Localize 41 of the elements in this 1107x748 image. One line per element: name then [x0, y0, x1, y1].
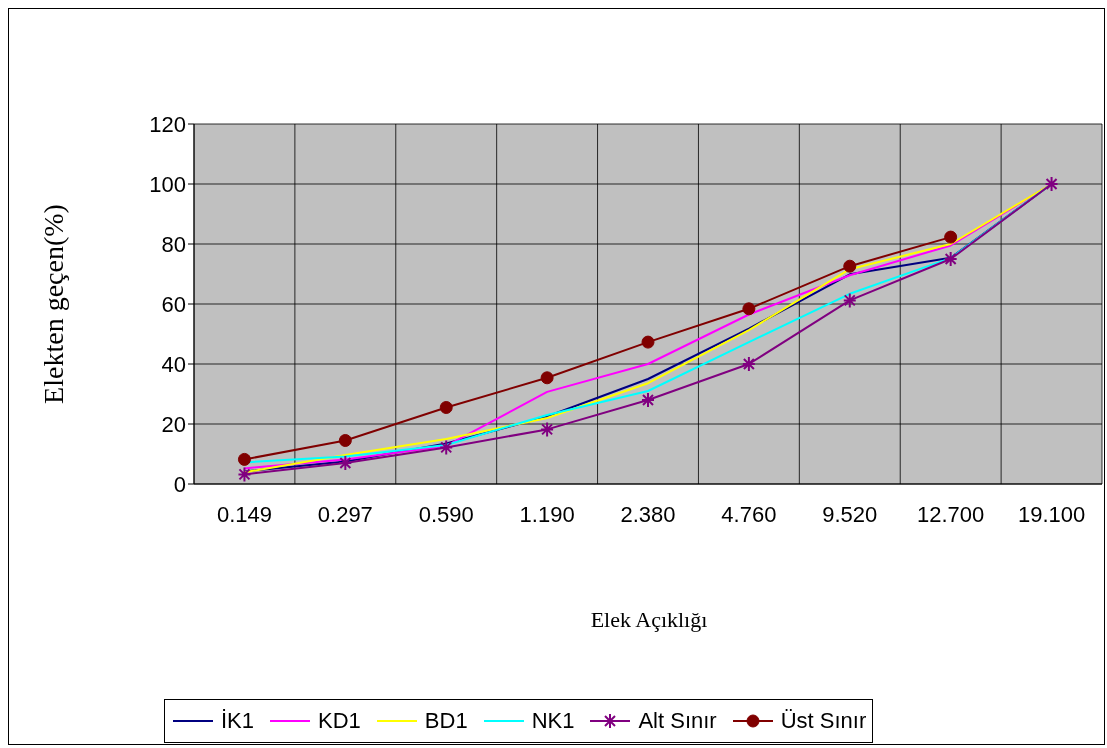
point	[641, 335, 655, 349]
point	[842, 292, 857, 309]
x-tick-label: 2.380	[620, 501, 676, 527]
point	[439, 401, 453, 414]
y-tick-label: 40	[161, 351, 186, 377]
point	[540, 371, 554, 385]
x-tick-label: 12.700	[917, 501, 985, 527]
x-tick-label: 0.590	[418, 501, 474, 527]
x-tick-label: 19.100	[1017, 501, 1086, 527]
point	[338, 455, 353, 471]
y-tick-label: 0	[173, 471, 186, 497]
legend-label: KD1	[318, 708, 361, 734]
point	[843, 259, 857, 273]
x-tick-label: 0.297	[317, 501, 373, 527]
point	[943, 251, 958, 267]
y-tick-label: 120	[149, 111, 186, 137]
point	[741, 356, 756, 372]
legend-label: Üst Sınır	[780, 708, 867, 734]
legend-label: NK1	[531, 708, 575, 734]
point	[1044, 176, 1059, 192]
y-tick-label: 60	[161, 291, 186, 317]
point	[439, 439, 454, 456]
legend-label: BD1	[424, 708, 468, 734]
x-tick-label: 4.760	[721, 501, 777, 527]
y-tick-label: 20	[161, 411, 186, 437]
x-axis-title: Elek Açıklığı	[589, 607, 709, 633]
x-tick-label: 9.520	[822, 501, 878, 527]
legend-label: İK1	[221, 708, 255, 734]
point	[237, 452, 251, 466]
point	[237, 466, 252, 483]
y-axis-title: Elekten geçen(%)	[38, 204, 70, 404]
x-tick-label: 1.190	[519, 501, 575, 527]
point	[944, 230, 958, 244]
legend-label: Alt Sınır	[638, 708, 717, 734]
point	[540, 421, 555, 438]
point	[641, 392, 655, 408]
x-tick-label: 0.149	[216, 501, 272, 527]
point	[742, 302, 756, 316]
y-tick-label: 100	[149, 171, 186, 197]
point	[338, 434, 352, 447]
y-tick-label: 80	[161, 231, 186, 257]
